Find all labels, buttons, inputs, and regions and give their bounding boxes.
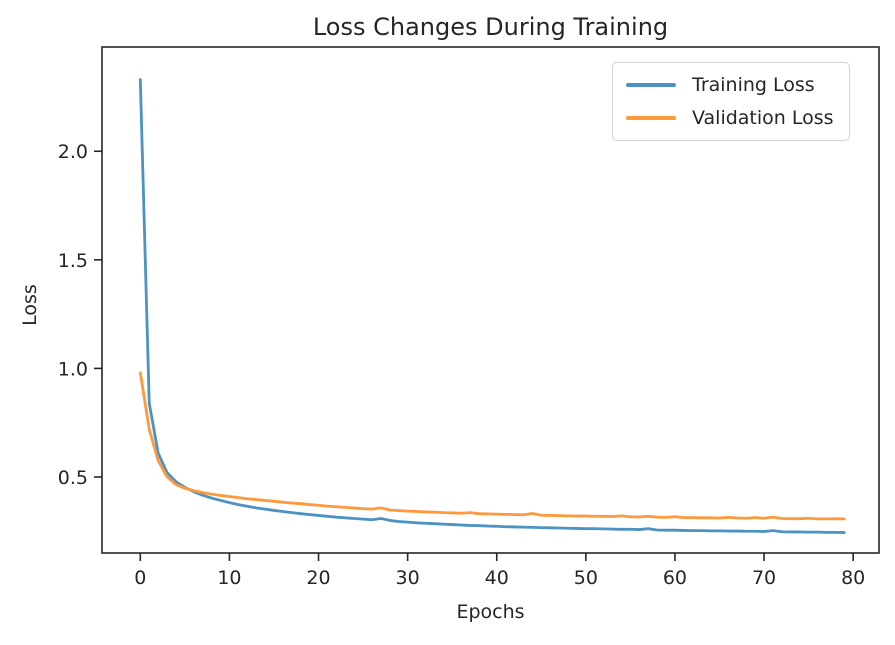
y-tick-label: 1.5 (58, 250, 88, 272)
training-loss-line (138, 78, 846, 534)
training-loss-line-swatch (626, 83, 676, 87)
x-tick-label: 60 (663, 567, 687, 589)
y-tick-label: 2.0 (58, 141, 88, 163)
x-tick-label: 80 (841, 567, 865, 589)
x-tick-label: 50 (574, 567, 598, 589)
y-tick-label: 0.5 (58, 467, 88, 489)
axes-frame (101, 46, 880, 554)
legend: Training Loss Validation Loss (612, 62, 850, 141)
validation-loss-line-swatch (626, 116, 676, 120)
legend-label-training-loss: Training Loss (692, 74, 815, 96)
x-tick-label: 70 (752, 567, 776, 589)
legend-item-validation-loss: Validation Loss (626, 105, 834, 131)
x-tick-label: 10 (217, 567, 241, 589)
x-tick-label: 20 (306, 567, 330, 589)
x-axis-label: Epochs (456, 601, 525, 623)
y-tick-label: 1.0 (58, 358, 88, 380)
chart-title: Loss Changes During Training (312, 13, 669, 41)
x-tick-label: 30 (396, 567, 420, 589)
validation-loss-line (138, 371, 846, 521)
legend-item-training-loss: Training Loss (626, 72, 834, 98)
x-tick-label: 40 (485, 567, 509, 589)
y-axis-label: Loss (19, 284, 41, 326)
x-tick-label: 0 (134, 567, 146, 589)
legend-label-validation-loss: Validation Loss (692, 107, 834, 129)
